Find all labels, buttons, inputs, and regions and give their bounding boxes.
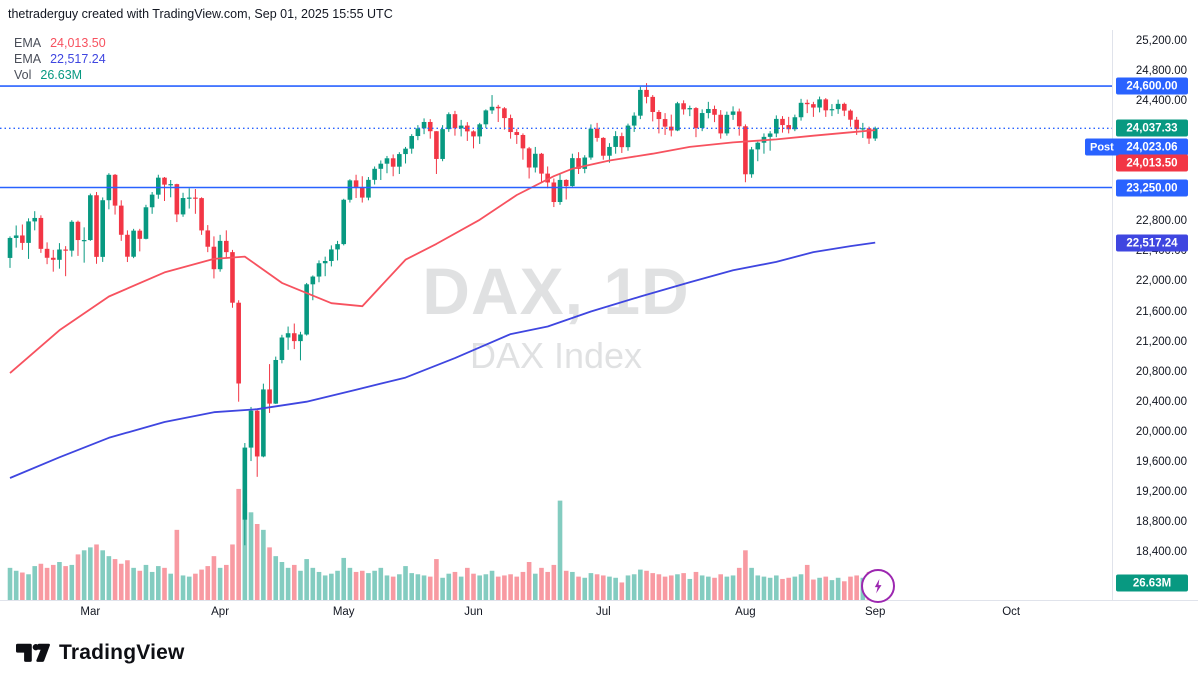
time-axis-label: Oct: [1002, 606, 1021, 618]
price-axis-label: 18,800.00: [1135, 515, 1187, 528]
price-axis-badge: 24,037.33: [1116, 119, 1188, 137]
volume-label: Vol: [14, 68, 32, 82]
footer-branding[interactable]: TradingView: [16, 640, 185, 666]
time-axis-label: Aug: [735, 606, 756, 618]
time-axis-label: Apr: [211, 606, 230, 618]
candlestick-chart-canvas[interactable]: [0, 0, 1112, 600]
time-axis-label: May: [332, 606, 355, 618]
time-axis-label: Jun: [464, 606, 483, 618]
legend-ema-slow[interactable]: EMA 22,517.24: [14, 51, 106, 67]
volume-value: 26.63M: [40, 68, 83, 82]
price-axis-label: 21,600.00: [1135, 305, 1187, 318]
price-axis-badge: 26.63M: [1116, 574, 1188, 592]
price-axis-label: 25,200.00: [1135, 35, 1187, 47]
price-axis-badge: 24,013.50: [1116, 154, 1188, 172]
time-axis-label: Sep: [864, 606, 886, 618]
ema-slow-line: [9, 241, 876, 479]
post-market-badge: Post: [1085, 138, 1119, 156]
ema-slow-label: EMA: [14, 52, 42, 66]
time-axis-label: Jul: [595, 606, 611, 618]
legend-volume[interactable]: Vol 26.63M: [14, 67, 106, 83]
time-axis-label: Mar: [80, 606, 101, 618]
attribution-text: thetraderguy created with TradingView.co…: [8, 7, 393, 21]
ema-slow-value: 22,517.24: [50, 52, 106, 66]
price-axis-label: 19,200.00: [1135, 485, 1187, 498]
lightning-bolt-icon: [874, 579, 882, 594]
price-axis-label: 20,400.00: [1135, 395, 1187, 408]
lightning-button[interactable]: [861, 569, 895, 603]
ema-fast-line: [9, 129, 876, 374]
ema-fast-value: 24,013.50: [50, 36, 106, 50]
tradingview-logo-icon: [16, 643, 50, 662]
price-axis-label: 24,400.00: [1135, 95, 1187, 108]
tradingview-wordmark: TradingView: [59, 641, 185, 664]
price-axis-label: 21,200.00: [1135, 335, 1187, 348]
price-axis-label: 20,000.00: [1135, 425, 1187, 438]
price-axis-label: 22,800.00: [1135, 215, 1187, 228]
price-axis-badge: 24,023.06: [1116, 138, 1188, 156]
price-axis-badge: 22,517.24: [1116, 234, 1188, 252]
price-axis-badge: 23,250.00: [1116, 179, 1188, 197]
legend-ema-fast[interactable]: EMA 24,013.50: [14, 35, 106, 51]
price-axis-badge: 24,600.00: [1116, 77, 1188, 95]
volume-series: [7, 488, 878, 600]
ema-fast-label: EMA: [14, 36, 42, 50]
candlestick-series: [7, 83, 878, 546]
indicator-legend: EMA 24,013.50 EMA 22,517.24 Vol 26.63M: [14, 35, 106, 83]
price-axis-label: 24,800.00: [1135, 65, 1187, 77]
price-axis-label: 22,000.00: [1135, 275, 1187, 288]
price-axis-label: 20,800.00: [1135, 365, 1187, 378]
price-axis-label: 19,600.00: [1135, 455, 1187, 468]
price-axis-label: 18,400.00: [1135, 546, 1187, 558]
time-axis[interactable]: Mar Apr May Jun Jul Aug Sep Oct: [0, 600, 1198, 629]
price-axis[interactable]: 25,200.0024,800.0024,400.0024,000.0023,6…: [1112, 30, 1198, 600]
